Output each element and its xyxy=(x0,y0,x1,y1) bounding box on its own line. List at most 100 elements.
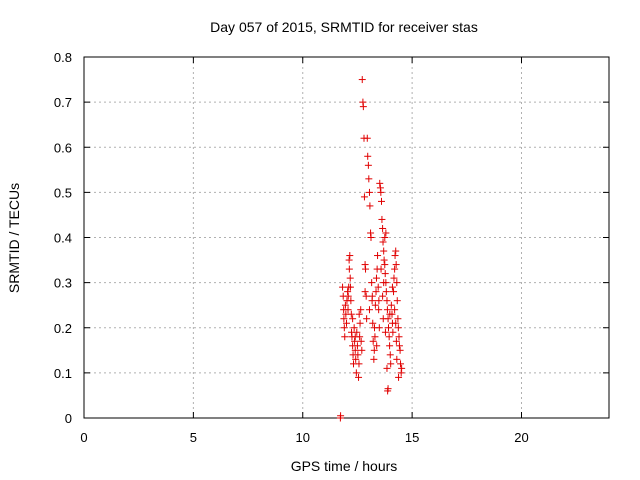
data-point xyxy=(375,306,383,314)
data-point xyxy=(337,412,345,420)
y-tick-label: 0.8 xyxy=(54,50,72,65)
data-point xyxy=(345,256,353,264)
data-point xyxy=(340,315,348,323)
data-point xyxy=(381,261,389,269)
data-point xyxy=(383,297,391,305)
x-axis-label: GPS time / hours xyxy=(291,458,398,474)
data-point xyxy=(395,373,403,381)
y-tick-label: 0.1 xyxy=(54,366,72,381)
data-point xyxy=(371,301,379,309)
data-point xyxy=(370,355,378,363)
data-point xyxy=(398,364,406,372)
data-point xyxy=(366,202,374,210)
data-point xyxy=(374,252,382,260)
data-point xyxy=(378,215,386,223)
data-point xyxy=(357,337,365,345)
data-point xyxy=(392,337,400,345)
data-point xyxy=(391,252,399,260)
data-point xyxy=(391,306,399,314)
x-tick-label: 20 xyxy=(514,430,528,445)
data-point xyxy=(396,346,404,354)
data-point xyxy=(391,265,399,273)
data-point xyxy=(359,103,367,111)
data-point xyxy=(351,333,359,341)
data-point xyxy=(365,188,373,196)
data-point xyxy=(355,310,363,318)
data-point xyxy=(346,283,354,291)
data-point xyxy=(392,247,400,255)
data-point xyxy=(368,292,376,300)
x-tick-label: 10 xyxy=(296,430,310,445)
data-point xyxy=(385,333,393,341)
data-point xyxy=(381,270,389,278)
data-point xyxy=(345,265,353,273)
data-point xyxy=(385,324,392,332)
data-point xyxy=(363,315,371,323)
data-point xyxy=(353,328,361,336)
data-point xyxy=(380,256,388,264)
data-point xyxy=(355,373,363,381)
data-point xyxy=(371,333,379,341)
data-point xyxy=(388,283,396,291)
data-point xyxy=(393,297,401,305)
data-point xyxy=(376,179,384,187)
data-point xyxy=(393,279,401,287)
axis-ticks: 0 5 10 15 20 0 0.1 0.2 0.3 0.4 0.5 0.6 0.7 0.8 xyxy=(54,50,609,445)
data-point xyxy=(390,288,398,296)
data-point xyxy=(369,337,377,345)
x-tick-label: 0 xyxy=(80,430,87,445)
data-point xyxy=(382,229,390,237)
data-point xyxy=(380,279,388,287)
data-point xyxy=(362,292,370,300)
data-point xyxy=(379,224,387,232)
data-point xyxy=(397,360,405,368)
data-point xyxy=(375,297,383,305)
data-point xyxy=(344,306,352,314)
grid xyxy=(84,57,609,418)
data-point xyxy=(340,324,348,332)
data-point xyxy=(365,175,373,183)
data-point xyxy=(393,355,401,363)
data-point xyxy=(381,328,389,336)
data-point xyxy=(351,346,359,354)
data-point xyxy=(341,333,349,341)
data-point xyxy=(383,306,391,314)
y-tick-label: 0.6 xyxy=(54,140,72,155)
data-point xyxy=(347,310,355,318)
data-point xyxy=(381,234,389,241)
y-axis-label: SRMTID / TECUs xyxy=(6,183,22,293)
data-point xyxy=(341,301,349,309)
data-point xyxy=(347,297,355,305)
data-point xyxy=(373,342,381,350)
data-point xyxy=(394,324,402,332)
data-point xyxy=(386,351,394,359)
data-point xyxy=(364,161,372,169)
data-point xyxy=(382,288,390,296)
data-point xyxy=(352,355,360,363)
data-point xyxy=(363,134,371,142)
y-tick-label: 0 xyxy=(65,411,72,426)
data-point xyxy=(349,315,357,323)
data-point xyxy=(350,324,358,332)
data-point xyxy=(395,342,403,350)
data-point xyxy=(354,351,362,359)
data-point xyxy=(379,315,387,323)
data-point xyxy=(379,292,387,300)
data-point xyxy=(353,342,361,350)
data-point xyxy=(368,279,376,287)
data-point xyxy=(369,319,377,327)
y-tick-label: 0.4 xyxy=(54,231,72,246)
y-tick-label: 0.5 xyxy=(54,185,72,200)
data-point xyxy=(339,283,347,291)
chart-title: Day 057 of 2015, SRMTID for receiver sta… xyxy=(210,19,478,35)
data-point xyxy=(392,319,400,327)
data-point xyxy=(372,274,380,282)
data-point xyxy=(384,385,392,393)
data-point xyxy=(355,360,363,368)
data-point xyxy=(389,328,397,336)
data-point xyxy=(386,310,394,318)
data-point xyxy=(371,324,378,332)
data-point xyxy=(387,360,395,368)
y-tick-label: 0.3 xyxy=(54,276,72,291)
data-point xyxy=(356,319,364,327)
